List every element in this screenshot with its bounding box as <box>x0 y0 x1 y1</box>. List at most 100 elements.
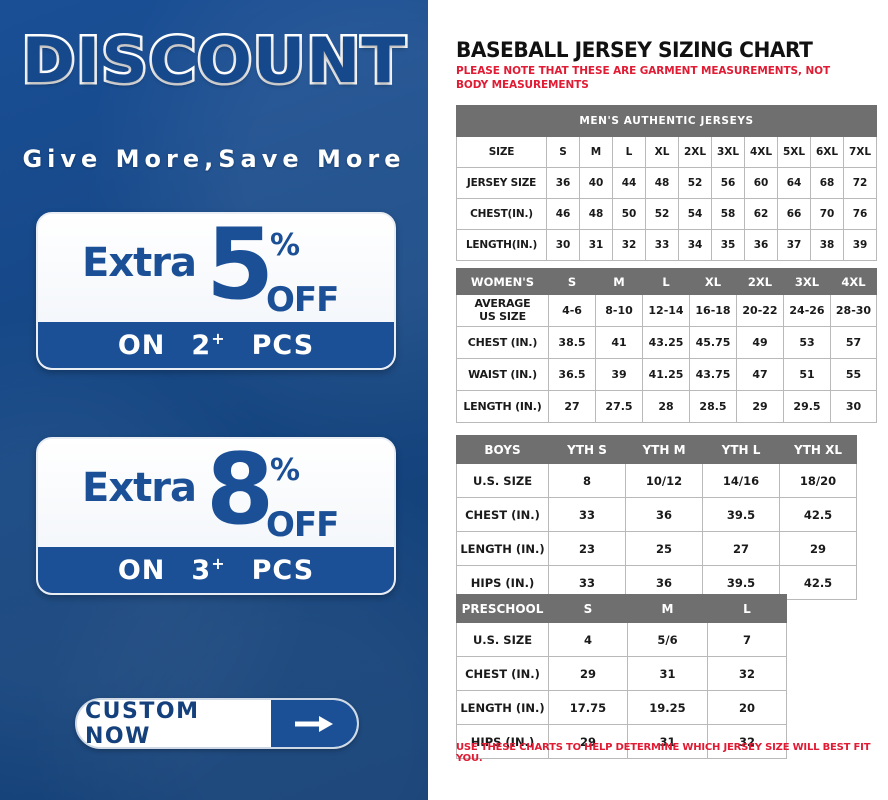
table-cell: 8-10 <box>595 294 643 327</box>
table-header-row: SIZE S M L XL 2XL 3XL 4XL 5XL 6XL 7XL <box>456 136 878 168</box>
table-cell: 44 <box>612 167 646 199</box>
table-cell: 43.75 <box>689 358 737 391</box>
offer-card-8-percent[interactable]: Extra 8 % OFF ON 3+ PCS <box>36 437 396 595</box>
table-cell: 47 <box>736 358 784 391</box>
mens-banner-title: MEN'S AUTHENTIC JERSEYS <box>455 105 878 137</box>
table-cell: 60 <box>744 167 778 199</box>
table-cell: 31 <box>627 656 708 691</box>
offer-percent-symbol: % <box>270 453 301 488</box>
table-row: AVERAGE US SIZE 4-6 8-10 12-14 16-18 20-2… <box>456 294 877 327</box>
column-header: XL <box>689 268 737 295</box>
offer-condition-superscript: + <box>211 554 226 573</box>
table-cell: 42.5 <box>779 497 857 532</box>
column-header: M <box>579 136 613 168</box>
table-cell: 68 <box>810 167 844 199</box>
table-cell: 39.5 <box>702 497 780 532</box>
table-cell: 32 <box>707 656 787 691</box>
column-header: YTH S <box>548 435 626 464</box>
table-cell: 53 <box>783 326 831 359</box>
offer-card-5-percent[interactable]: Extra 5 % OFF ON 2+ PCS <box>36 212 396 370</box>
table-cell: 55 <box>830 358 877 391</box>
boys-sizing-table: BOYS YTH S YTH M YTH L YTH XL U.S. SIZE … <box>456 435 857 600</box>
table-header-row: BOYS YTH S YTH M YTH L YTH XL <box>456 435 857 464</box>
table-cell: 41 <box>595 326 643 359</box>
column-header: L <box>642 268 690 295</box>
offer-card-body: Extra 5 % OFF <box>38 214 394 322</box>
preschool-sizing-table: PRESCHOOL S M L U.S. SIZE 4 5/6 7 CHEST … <box>456 594 787 759</box>
table-cell: 37 <box>777 229 811 261</box>
table-cell: 28.5 <box>689 390 737 423</box>
table-row: LENGTH (IN.) 27 27.5 28 28.5 29 29.5 30 <box>456 390 877 423</box>
table-cell: 31 <box>579 229 613 261</box>
offer-off-label: OFF <box>266 505 339 545</box>
column-header: M <box>595 268 643 295</box>
table-cell: 12-14 <box>642 294 690 327</box>
table-banner-row: MEN'S AUTHENTIC JERSEYS <box>455 105 878 137</box>
table-cell: 32 <box>612 229 646 261</box>
column-header: 3XL <box>711 136 745 168</box>
row-label: LENGTH (IN.) <box>456 690 549 725</box>
table-cell: 40 <box>579 167 613 199</box>
table-cell: 33 <box>645 229 679 261</box>
column-header: YTH XL <box>779 435 857 464</box>
promo-tagline: Give More,Save More <box>22 145 406 173</box>
offer-off-label: OFF <box>266 280 339 320</box>
table-header-row: WOMEN'S S M L XL 2XL 3XL 4XL <box>456 268 877 295</box>
table-cell: 70 <box>810 198 844 230</box>
table-row: LENGTH (IN.) 23 25 27 29 <box>456 531 857 566</box>
mens-sizing-table: MEN'S AUTHENTIC JERSEYS SIZE S M L XL 2X… <box>455 105 878 261</box>
column-header: 3XL <box>783 268 831 295</box>
table-cell: 76 <box>842 198 878 230</box>
column-header: SIZE <box>456 136 547 168</box>
table-row: U.S. SIZE 8 10/12 14/16 18/20 <box>456 463 857 498</box>
offer-condition-on: ON <box>117 329 166 361</box>
table-cell: 27 <box>702 531 780 566</box>
table-cell: 48 <box>579 198 613 230</box>
table-cell: 42.5 <box>779 565 857 600</box>
table-cell: 30 <box>546 229 580 261</box>
row-label: LENGTH(IN.) <box>456 229 547 261</box>
table-cell: 49 <box>736 326 784 359</box>
column-header: YTH L <box>702 435 780 464</box>
column-header: S <box>548 268 596 295</box>
offer-condition-bar: ON 2+ PCS <box>38 322 394 368</box>
table-cell: 23 <box>548 531 626 566</box>
table-cell: 39 <box>595 358 643 391</box>
table-cell: 29 <box>548 724 628 759</box>
table-row: CHEST(IN.) 46 48 50 52 54 58 62 66 70 76 <box>456 198 878 230</box>
custom-now-button[interactable]: CUSTOM NOW <box>75 698 359 749</box>
table-cell: 36.5 <box>548 358 596 391</box>
table-cell: 33 <box>548 497 626 532</box>
offer-condition-qty: 3 <box>191 555 212 586</box>
table-cell: 28 <box>642 390 690 423</box>
womens-sizing-table: WOMEN'S S M L XL 2XL 3XL 4XL AVERAGE US S… <box>456 268 877 423</box>
table-cell: 36 <box>625 497 703 532</box>
offer-extra-label: Extra <box>82 465 197 511</box>
table-cell: 30 <box>830 390 877 423</box>
offer-condition-unit: PCS <box>251 329 315 361</box>
sizing-chart-panel: BASEBALL JERSEY SIZING CHART PLEASE NOTE… <box>428 0 888 800</box>
table-row: HIPS (IN.) 29 31 32 <box>456 724 787 759</box>
row-label-line2: US SIZE <box>479 309 526 323</box>
column-header: M <box>627 594 708 623</box>
table-row: CHEST (IN.) 33 36 39.5 42.5 <box>456 497 857 532</box>
table-cell: 5/6 <box>627 622 708 657</box>
discount-promo-panel: DISCOUNT Give More,Save More Extra 5 % O… <box>0 0 428 800</box>
table-row: LENGTH (IN.) 17.75 19.25 20 <box>456 690 787 725</box>
chart-title: BASEBALL JERSEY SIZING CHART <box>456 38 813 62</box>
row-label: CHEST (IN.) <box>456 656 549 691</box>
row-label: JERSEY SIZE <box>456 167 547 199</box>
row-label-line1: AVERAGE <box>474 296 531 310</box>
table-row: JERSEY SIZE 36 40 44 48 52 56 60 64 68 7… <box>456 167 878 199</box>
chart-note: PLEASE NOTE THAT THESE ARE GARMENT MEASU… <box>456 65 831 92</box>
column-header: PRESCHOOL <box>456 594 549 623</box>
table-cell: 27 <box>548 390 596 423</box>
table-cell: 62 <box>744 198 778 230</box>
table-cell: 50 <box>612 198 646 230</box>
offer-percent-symbol: % <box>270 228 301 263</box>
table-cell: 16-18 <box>689 294 737 327</box>
row-label: AVERAGE US SIZE <box>456 294 549 327</box>
table-cell: 58 <box>711 198 745 230</box>
table-cell: 28-30 <box>830 294 877 327</box>
table-cell: 64 <box>777 167 811 199</box>
